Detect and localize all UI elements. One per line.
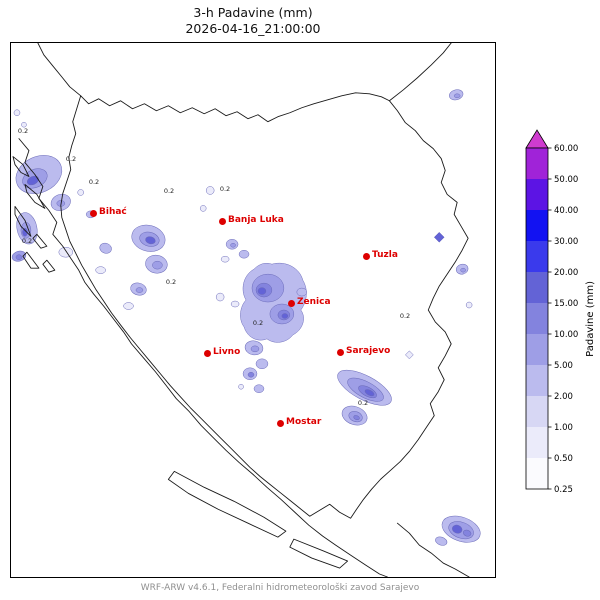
colorbar-segment [526, 396, 548, 427]
colorbar-tick-label: 50.00 [554, 175, 578, 185]
croatia-northwest-border [37, 43, 82, 97]
colorbar-tick-label: 20.00 [554, 268, 578, 278]
colorbar-segment [526, 210, 548, 241]
colorbar-segment [526, 303, 548, 334]
colorbar-tick-label: 5.00 [554, 361, 573, 371]
figure-title: 3-h Padavine (mm) 2026-04-16_21:00:00 [10, 5, 496, 38]
contour-label: 0.2 [163, 187, 175, 195]
map-svg [11, 43, 481, 577]
contour-label: 0.2 [165, 278, 177, 286]
city-dot [287, 299, 295, 307]
colorbar-segment [526, 241, 548, 272]
city-label: Tuzla [372, 250, 398, 260]
figure-title-line1: 3-h Padavine (mm) [193, 5, 313, 20]
colorbar-tick-label: 0.25 [554, 485, 573, 495]
country-borders [12, 43, 470, 577]
city-dot [276, 419, 284, 427]
precip-central-zenica-cluster [215, 262, 308, 370]
colorbar-tick-label: 1.00 [554, 423, 573, 433]
city-label: Sarajevo [346, 346, 391, 356]
city-dot [336, 348, 344, 356]
colorbar-segment [526, 365, 548, 396]
colorbar-tick-label: 0.50 [554, 454, 573, 464]
figure-footer: WRF-ARW v4.6.1, Federalni hidrometeorolo… [140, 583, 420, 593]
city-dot [203, 349, 211, 357]
contour-label: 0.2 [399, 312, 411, 320]
adriatic-coastline [18, 138, 388, 577]
contour-label: 0.2 [88, 178, 100, 186]
colorbar-segment [526, 427, 548, 458]
map-axes: Bihać Banja Luka Tuzla Zenica Livno Sarajevo M… [10, 42, 496, 578]
colorbar: 0.25 0.50 1.00 2.00 5.00 10.00 15.00 20.00 30.00… [525, 129, 600, 495]
colorbar-segment [526, 179, 548, 210]
precip-northeast-speck [449, 89, 464, 101]
precip-banjaluka-cluster [123, 186, 250, 310]
figure-title-line2: 2026-04-16_21:00:00 [185, 21, 321, 37]
colorbar-tick-label: 10.00 [554, 330, 578, 340]
contour-label: 0.2 [357, 399, 369, 407]
colorbar-tick-label: 30.00 [554, 237, 578, 247]
city-dot [89, 209, 97, 217]
precip-eastern-specks [405, 231, 473, 360]
southern-island [289, 538, 349, 569]
contour-label: 0.2 [219, 185, 231, 193]
colorbar-outline [525, 147, 549, 490]
montenegro-coastline [396, 522, 470, 577]
colorbar-segment [526, 334, 548, 365]
contour-label: 0.2 [21, 237, 33, 245]
croatia-serbia-border [388, 43, 452, 102]
city-label: Bihać [99, 207, 127, 217]
contour-label: 0.2 [17, 127, 29, 135]
colorbar-segment [526, 458, 548, 489]
colorbar-over-arrow [525, 129, 549, 149]
colorbar-axis-label: Padavine (mm) [584, 280, 596, 357]
colorbar-segment [526, 272, 548, 303]
precip-sarajevo-southeast-band [337, 369, 392, 426]
adriatic-islands [12, 156, 56, 273]
precipitation-field [11, 89, 481, 546]
colorbar-tick-label: 40.00 [554, 206, 578, 216]
precip-livno-south-cells [238, 367, 265, 393]
contour-label: 0.2 [252, 319, 264, 327]
colorbar-tick-label: 2.00 [554, 392, 573, 402]
city-dot [218, 217, 226, 225]
city-label: Mostar [286, 417, 322, 427]
city-label: Zenica [297, 297, 331, 307]
bosnia-herzegovina-border [60, 92, 469, 519]
precip-southeast-corner-cluster [435, 515, 481, 546]
colorbar-tick-label: 60.00 [554, 144, 578, 154]
contour-label: 0.2 [65, 155, 77, 163]
colorbar-svg: 0.25 0.50 1.00 2.00 5.00 10.00 15.00 20.00 30.00… [525, 129, 578, 495]
colorbar-label-wrap: Padavine (mm) [582, 148, 598, 489]
city-label: Banja Luka [228, 215, 284, 225]
city-label: Livno [213, 347, 241, 357]
city-dot [362, 252, 370, 260]
colorbar-segment [526, 148, 548, 179]
map-overlay: Bihać Banja Luka Tuzla Zenica Livno Sarajevo M… [11, 43, 495, 577]
colorbar-tick-label: 15.00 [554, 299, 578, 309]
peljesac-peninsula [167, 470, 287, 538]
